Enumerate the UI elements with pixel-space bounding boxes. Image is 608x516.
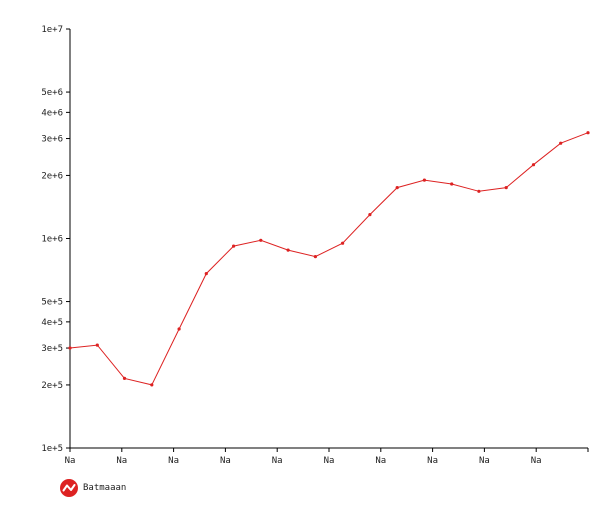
chart-legend[interactable]: Batmaaan <box>60 479 126 497</box>
x-tick-label: Na <box>427 456 438 466</box>
legend-label: Batmaaan <box>83 483 127 493</box>
data-point[interactable] <box>559 141 563 145</box>
series-layer <box>68 131 590 387</box>
y-tick-label: 2e+6 <box>41 171 63 181</box>
data-point[interactable] <box>422 178 426 182</box>
y-tick-label: 4e+6 <box>41 108 63 118</box>
data-point[interactable] <box>177 327 181 331</box>
x-tick-label: Na <box>168 456 179 466</box>
y-tick-label: 2e+5 <box>41 381 63 391</box>
y-tick-label: 5e+5 <box>41 298 63 308</box>
y-tick-label: 4e+5 <box>41 318 63 328</box>
data-point[interactable] <box>232 244 236 248</box>
y-tick-label: 5e+6 <box>41 88 63 98</box>
data-point[interactable] <box>341 241 345 245</box>
series-line <box>69 132 589 386</box>
y-axis-ticks: 1e+5 2e+5 3e+5 4e+5 5e+5 1e+6 2e+6 3e+6 4e+6 5e+6… <box>41 25 70 454</box>
data-point[interactable] <box>586 131 590 135</box>
data-point[interactable] <box>68 346 72 350</box>
data-point[interactable] <box>450 182 454 186</box>
x-tick-label: Na <box>324 456 335 466</box>
data-point[interactable] <box>477 189 481 193</box>
x-tick-label: Na <box>272 456 283 466</box>
data-point[interactable] <box>313 255 317 259</box>
x-tick-label: Na <box>479 456 490 466</box>
data-point[interactable] <box>286 248 290 252</box>
data-point[interactable] <box>395 186 399 190</box>
data-point[interactable] <box>259 238 263 242</box>
x-axis-ticks: Na Na Na Na Na Na Na Na Na Na <box>65 448 589 466</box>
y-tick-label: 3e+6 <box>41 135 63 145</box>
data-point[interactable] <box>204 272 208 276</box>
data-point[interactable] <box>150 383 154 387</box>
line-chart-icon <box>60 479 78 497</box>
chart-axes <box>69 29 588 449</box>
x-tick-label: Na <box>65 456 76 466</box>
data-point[interactable] <box>122 376 127 380</box>
x-tick-label: Na <box>375 456 386 466</box>
data-point[interactable] <box>95 343 99 347</box>
x-tick-label: Na <box>116 456 127 466</box>
x-tick-label: Na <box>531 456 542 466</box>
y-tick-label: 1e+6 <box>41 235 63 245</box>
data-point[interactable] <box>531 163 536 167</box>
y-tick-label: 3e+5 <box>41 344 63 354</box>
y-tick-label: 1e+5 <box>41 444 63 454</box>
data-point[interactable] <box>368 213 372 217</box>
x-tick-label: Na <box>220 456 231 466</box>
data-point[interactable] <box>504 186 508 190</box>
y-tick-label: 1e+7 <box>41 25 63 35</box>
